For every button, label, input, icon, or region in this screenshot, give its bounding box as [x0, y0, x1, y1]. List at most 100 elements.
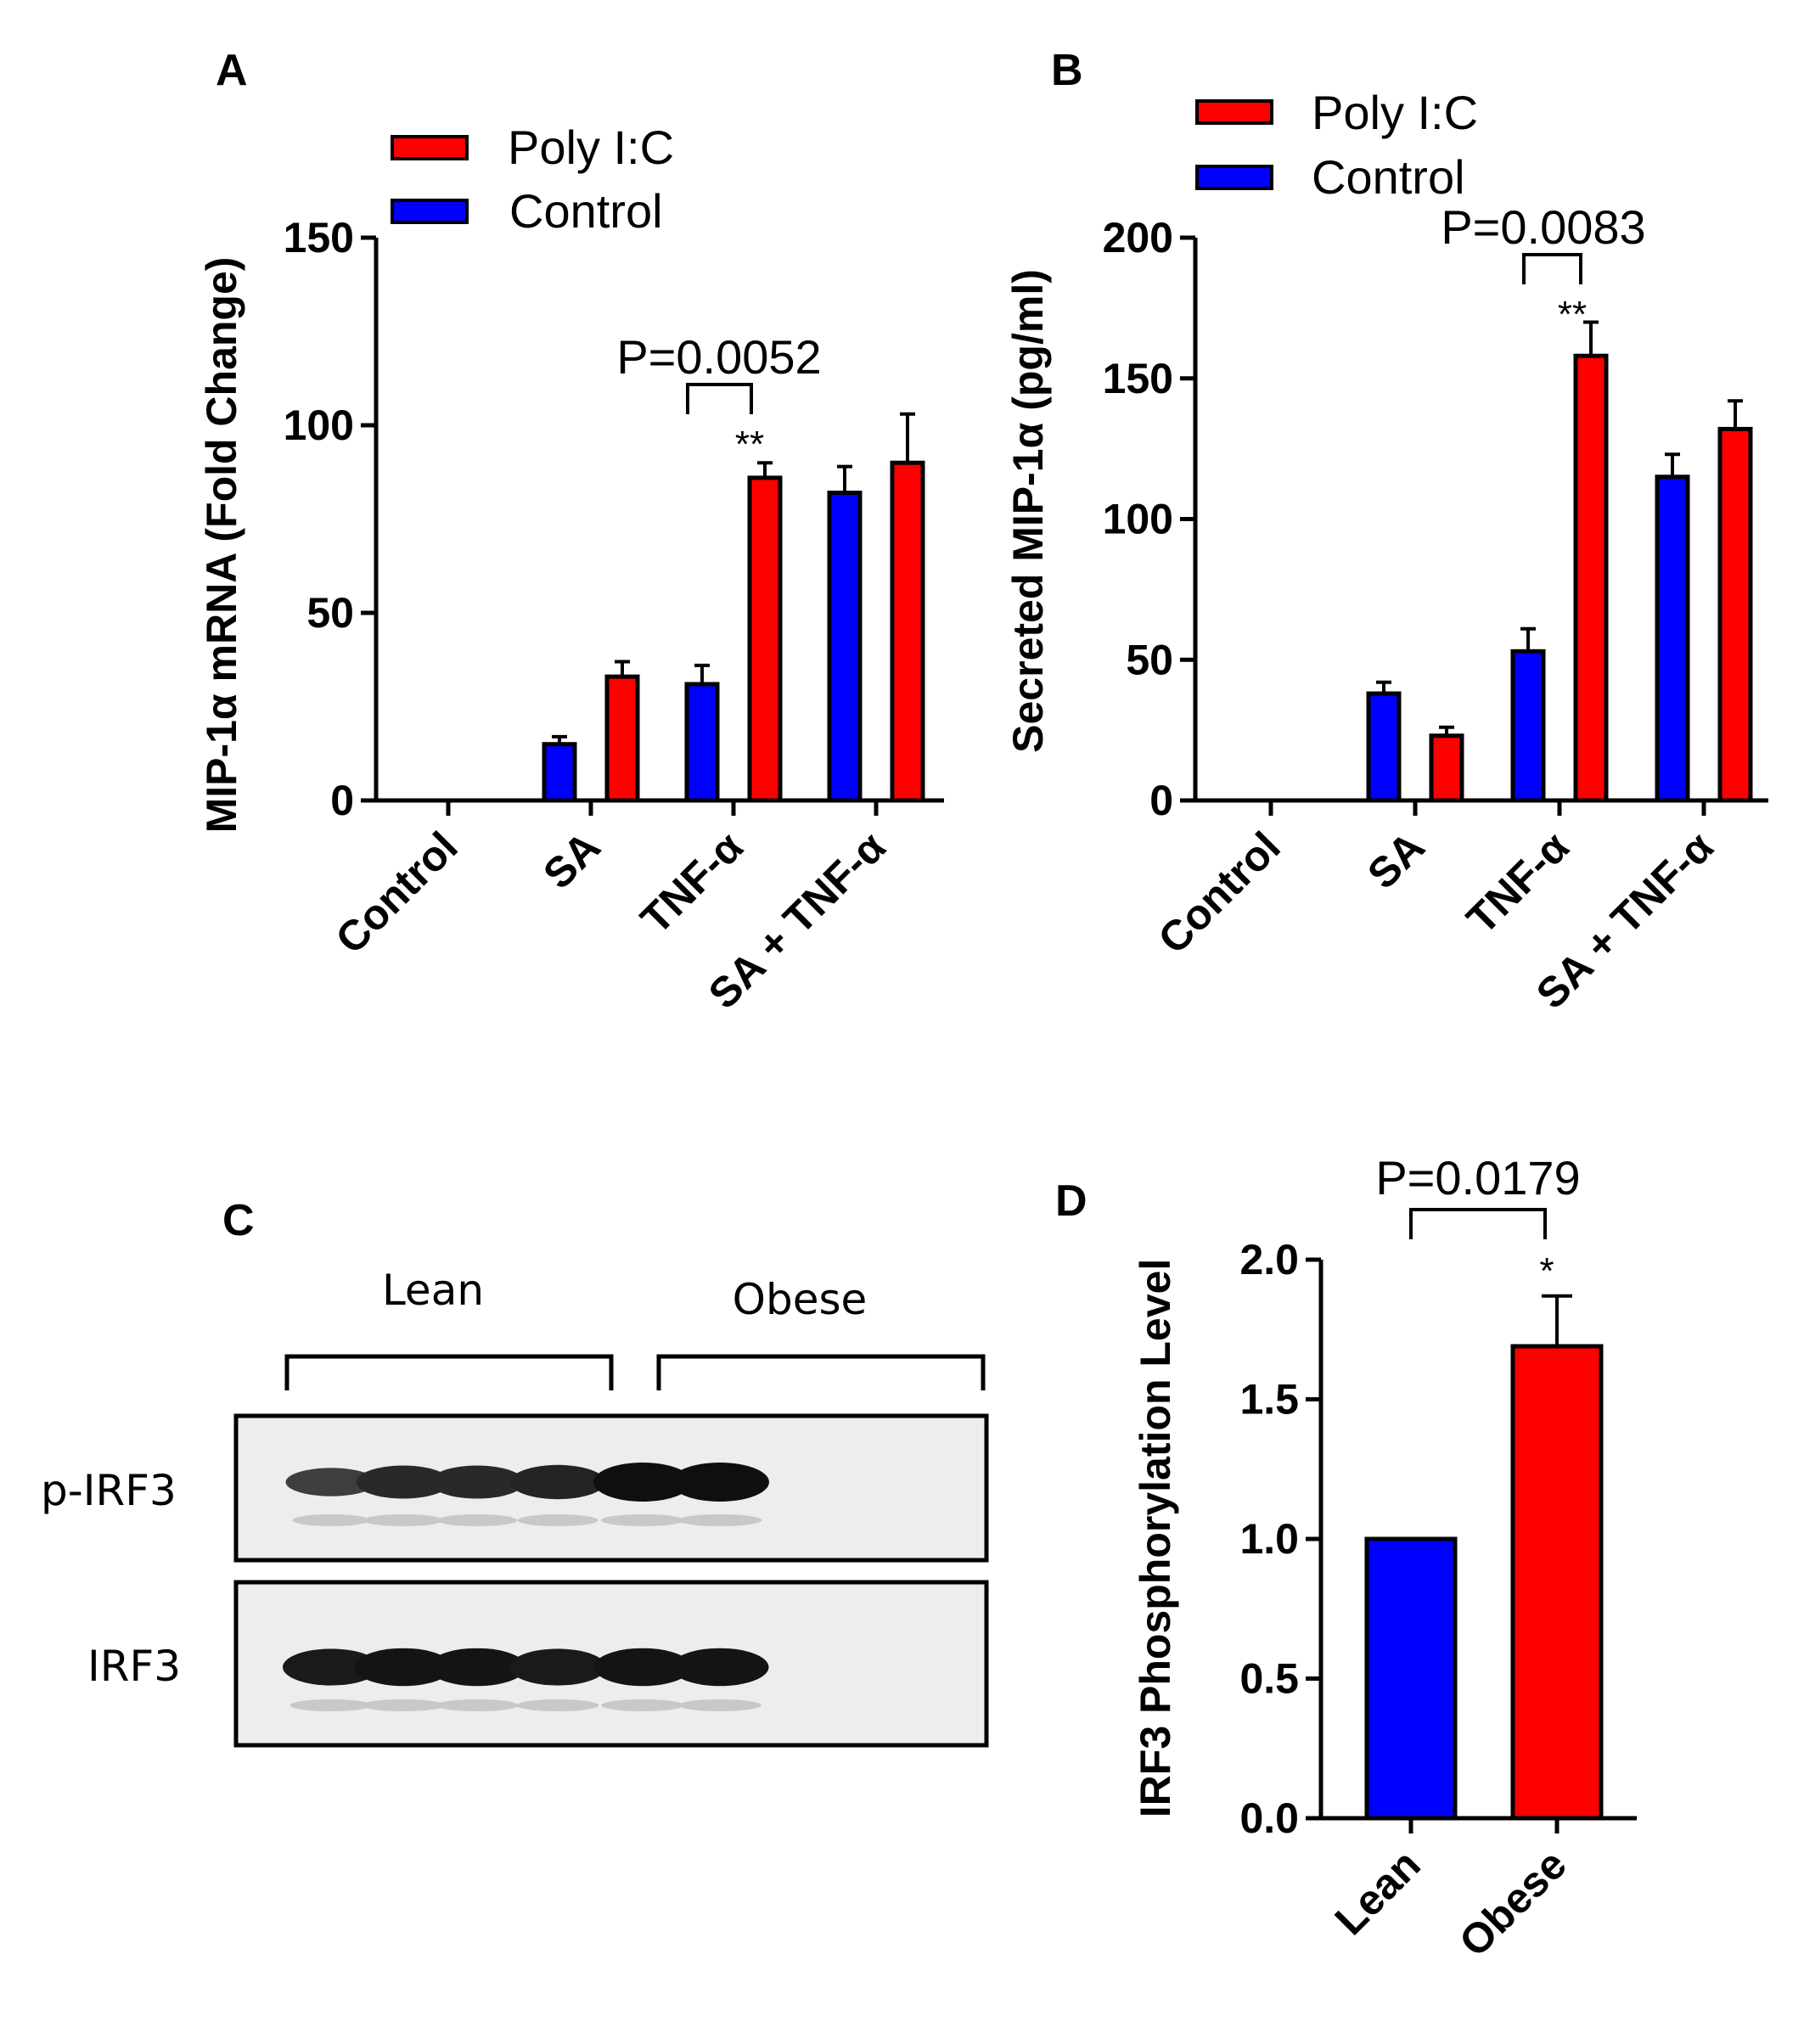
y-tick-label: 200: [1103, 214, 1173, 261]
x-tick-label: Lean: [1326, 1840, 1430, 1944]
p-value-d: P=0.0179: [1375, 1151, 1580, 1204]
bar-lean: [1364, 1536, 1458, 1821]
group-label-obese: Obese: [733, 1275, 868, 1324]
p-irf3-faint-band: [600, 1514, 685, 1526]
bar-poly-ic: [890, 460, 925, 803]
significance-bracket-b: [1522, 253, 1582, 284]
panel-b-significance: P=0.0083 **: [1441, 200, 1645, 335]
group-label-lean: Lean: [382, 1266, 484, 1315]
panel-a-significance: P=0.0052 **: [616, 330, 821, 465]
x-tick-label: SA: [534, 823, 610, 898]
p-irf3-faint-band: [517, 1514, 599, 1526]
panel-a: A Poly I:C Control MIP-1α mRNA (Fold Cha…: [198, 46, 944, 1018]
irf3-faint-band: [516, 1699, 599, 1711]
significance-stars-a: **: [735, 424, 764, 465]
irf3-faint-band: [678, 1699, 762, 1711]
p-irf3-band: [356, 1465, 451, 1499]
legend-swatch-poly-ic: [391, 135, 469, 160]
y-tick-label: 150: [284, 214, 354, 261]
bar-poly-ic: [1573, 353, 1609, 803]
y-tick-label: 1.5: [1239, 1376, 1299, 1424]
irf3-faint-band: [362, 1699, 445, 1711]
y-tick-label: 150: [1103, 355, 1173, 402]
panel-letter-d: D: [1055, 1176, 1087, 1226]
group-bracket-obese: [656, 1354, 986, 1390]
row-label-p-irf3: p-IRF3: [41, 1466, 177, 1515]
irf3-band: [671, 1648, 769, 1687]
panel-a-legend: Poly I:C Control: [391, 121, 674, 238]
panel-c: C Lean Obese p-IRF3 IRF3: [41, 1196, 989, 1748]
bar-poly-ic: [604, 674, 640, 803]
legend-swatch-control: [391, 199, 469, 224]
p-irf3-faint-band: [436, 1514, 518, 1526]
x-tick-label: TNF-α: [1458, 823, 1578, 943]
blot-irf3: [233, 1580, 989, 1748]
blot-p-irf3: [233, 1413, 989, 1563]
bar-control: [1655, 474, 1690, 803]
y-axis-label-a: MIP-1α mRNA (Fold Change): [198, 257, 245, 834]
bar-control: [684, 682, 720, 803]
irf3-faint-band: [436, 1699, 519, 1711]
y-tick-label: 2.0: [1239, 1236, 1299, 1283]
irf3-band: [509, 1648, 606, 1686]
p-irf3-band: [671, 1463, 769, 1502]
x-tick-label: Control: [327, 823, 467, 963]
bar-poly-ic: [1717, 426, 1753, 803]
legend-label-control: Control: [509, 184, 663, 238]
panel-b: B Poly I:C Control Secreted MIP-1α (pg/m…: [1004, 46, 1768, 1018]
bar-control: [1366, 691, 1402, 803]
bar-poly-ic: [747, 475, 783, 803]
p-irf3-faint-band: [362, 1514, 444, 1526]
panel-d: D IRF3 Phosphorylation Level 0.0 0.5 1.0 1.…: [1055, 1151, 1637, 1966]
p-irf3-faint-band: [292, 1514, 370, 1526]
legend-label-poly-ic: Poly I:C: [1312, 86, 1478, 139]
y-tick-label: 0: [1149, 777, 1173, 824]
significance-stars-b: **: [1558, 294, 1587, 335]
y-tick-label: 0.0: [1239, 1794, 1299, 1842]
bar-poly-ic: [1429, 733, 1464, 803]
panel-d-plot: 0.0 0.5 1.0 1.5 2.0 Lean Obese: [1239, 1236, 1637, 1966]
row-label-irf3: IRF3: [87, 1642, 181, 1691]
y-tick-label: 50: [1126, 636, 1173, 683]
x-tick-label: Obese: [1450, 1840, 1576, 1966]
legend-swatch-control: [1195, 165, 1273, 190]
y-axis-label-d: IRF3 Phosphorylation Level: [1132, 1259, 1179, 1817]
y-tick-label: 0: [330, 777, 354, 824]
irf3-band: [354, 1648, 452, 1687]
y-tick-label: 100: [1103, 496, 1173, 543]
legend-label-control: Control: [1312, 150, 1465, 204]
panel-b-legend: Poly I:C Control: [1195, 86, 1478, 204]
p-irf3-band: [593, 1463, 692, 1502]
panel-letter-b: B: [1051, 46, 1083, 95]
irf3-faint-band: [289, 1699, 373, 1711]
legend-swatch-poly-ic: [1195, 99, 1273, 125]
y-tick-label: 0.5: [1239, 1655, 1299, 1703]
x-tick-label: TNF-α: [632, 823, 752, 943]
p-irf3-band: [285, 1468, 377, 1496]
significance-bracket-a: [686, 383, 753, 414]
y-tick-label: 50: [306, 589, 354, 637]
x-tick-label: Control: [1149, 823, 1290, 963]
p-irf3-faint-band: [677, 1514, 762, 1526]
bar-obese: [1510, 1344, 1604, 1821]
irf3-band: [283, 1648, 379, 1686]
legend-label-poly-ic: Poly I:C: [508, 121, 674, 174]
bar-control: [542, 742, 577, 803]
y-tick-label: 1.0: [1239, 1515, 1299, 1563]
x-tick-label: SA: [1358, 823, 1434, 898]
p-value-a: P=0.0052: [616, 330, 821, 384]
bar-control: [827, 491, 863, 803]
panel-d-significance: P=0.0179 *: [1375, 1151, 1580, 1292]
irf3-band: [428, 1648, 526, 1687]
panel-letter-c: C: [222, 1196, 255, 1245]
y-tick-label: 100: [284, 402, 354, 449]
bar-control: [1510, 649, 1546, 803]
group-bracket-lean: [284, 1354, 614, 1390]
y-axis-label-b: Secreted MIP-1α (pg/ml): [1004, 269, 1052, 753]
p-irf3-band: [510, 1464, 605, 1500]
p-irf3-band: [430, 1465, 525, 1499]
p-value-b: P=0.0083: [1441, 200, 1645, 254]
irf3-band: [593, 1648, 692, 1687]
